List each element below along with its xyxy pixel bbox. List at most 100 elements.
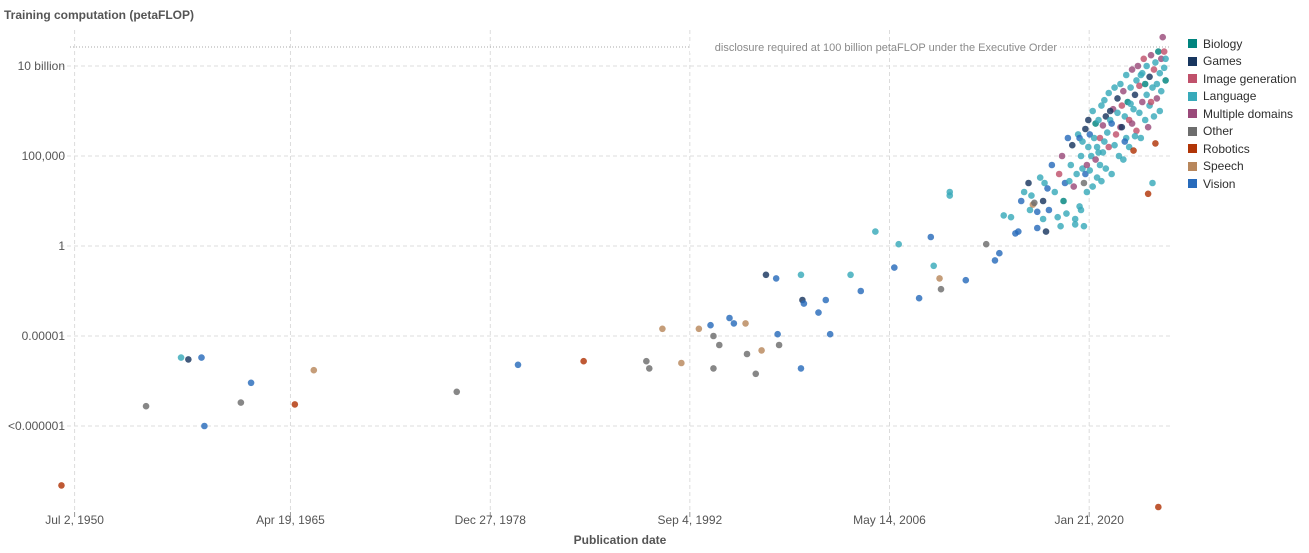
data-point xyxy=(1144,123,1152,131)
legend: Biology Games Image generation Language Mult… xyxy=(1188,35,1296,193)
data-point xyxy=(1111,141,1118,149)
data-point xyxy=(1086,131,1094,138)
legend-item[interactable]: Image generation xyxy=(1188,70,1296,88)
legend-swatch xyxy=(1188,39,1197,49)
data-point xyxy=(1067,161,1075,169)
data-point xyxy=(1140,55,1148,63)
data-point xyxy=(1143,91,1150,99)
data-point xyxy=(1127,84,1134,91)
data-point xyxy=(1025,179,1032,187)
data-point xyxy=(1042,228,1050,235)
x-tick-label: Jul 2, 1950 xyxy=(45,513,104,527)
legend-swatch xyxy=(1188,74,1197,84)
data-point xyxy=(895,240,902,248)
data-point xyxy=(1031,199,1038,207)
data-point xyxy=(695,325,703,333)
data-point xyxy=(1071,221,1079,228)
y-tick-label: <0.000001 xyxy=(8,419,65,433)
chart-title: Training computation (petaFLOP) xyxy=(4,8,194,22)
data-point xyxy=(1089,107,1096,115)
data-point xyxy=(1141,116,1149,124)
y-axis-ticks: 10 billion 100,000 1 0.00001 <0.000001 xyxy=(8,59,65,433)
data-point xyxy=(1041,179,1048,187)
x-tick-label: Dec 27, 1978 xyxy=(455,513,527,527)
data-point xyxy=(1073,170,1080,178)
legend-item[interactable]: Language xyxy=(1188,88,1296,106)
data-point xyxy=(1086,167,1094,174)
data-point xyxy=(1136,82,1143,90)
data-point xyxy=(453,388,461,396)
data-point xyxy=(1118,102,1126,109)
data-point xyxy=(1063,210,1070,217)
data-point xyxy=(930,262,938,270)
data-point xyxy=(1122,71,1130,79)
legend-item[interactable]: Multiple domains xyxy=(1188,105,1296,123)
data-point xyxy=(58,482,65,489)
legend-item[interactable]: Speech xyxy=(1188,158,1296,176)
legend-label: Language xyxy=(1203,89,1257,104)
data-point xyxy=(1162,77,1169,84)
x-tick-label: May 14, 2006 xyxy=(853,513,926,527)
legend-item[interactable]: Biology xyxy=(1188,35,1296,53)
data-points xyxy=(58,33,1169,511)
legend-item[interactable]: Games xyxy=(1188,53,1296,71)
legend-label: Vision xyxy=(1203,176,1236,191)
data-point xyxy=(1077,152,1085,160)
data-point xyxy=(1156,69,1164,77)
legend-item[interactable]: Vision xyxy=(1188,175,1296,193)
legend-label: Biology xyxy=(1203,36,1243,51)
data-point xyxy=(1149,179,1156,187)
x-tick-label: Sep 4, 1992 xyxy=(657,513,722,527)
legend-item[interactable]: Robotics xyxy=(1188,140,1296,158)
data-point xyxy=(247,379,255,387)
data-point xyxy=(937,285,945,293)
data-point xyxy=(1015,228,1022,235)
data-point xyxy=(982,240,990,248)
data-point xyxy=(1105,89,1113,97)
data-point xyxy=(1108,170,1115,178)
data-point xyxy=(514,361,522,369)
data-point xyxy=(743,350,751,358)
data-point xyxy=(1089,183,1096,190)
reference-line-group: disclosure required at 100 billion petaF… xyxy=(70,41,1170,54)
data-point xyxy=(1085,116,1092,124)
data-point xyxy=(822,296,830,304)
x-tick-label: Jan 21, 2020 xyxy=(1054,513,1124,527)
legend-swatch xyxy=(1188,126,1197,136)
legend-item[interactable]: Other xyxy=(1188,123,1296,141)
data-point xyxy=(1153,80,1161,88)
data-point xyxy=(1131,132,1139,140)
data-point xyxy=(710,365,717,372)
data-point xyxy=(1033,208,1041,216)
data-point xyxy=(1118,123,1126,131)
data-point xyxy=(645,365,653,372)
data-point xyxy=(775,341,783,349)
y-tick-label: 1 xyxy=(58,239,65,253)
data-point xyxy=(758,347,765,354)
legend-swatch xyxy=(1188,144,1197,154)
data-point xyxy=(1082,170,1089,178)
data-point xyxy=(726,314,733,322)
data-point xyxy=(1130,105,1137,113)
data-point xyxy=(1153,95,1161,102)
data-point xyxy=(1068,141,1076,149)
data-point xyxy=(1102,113,1110,120)
data-point xyxy=(1137,71,1145,79)
data-point xyxy=(797,271,805,279)
legend-label: Speech xyxy=(1203,159,1244,174)
y-tick-label: 10 billion xyxy=(18,59,65,73)
data-point xyxy=(1117,80,1124,88)
data-point xyxy=(1120,87,1127,95)
data-point xyxy=(1114,95,1121,102)
legend-swatch xyxy=(1188,91,1197,101)
data-point xyxy=(730,320,738,327)
data-point xyxy=(1000,212,1008,219)
data-point xyxy=(1141,80,1149,88)
data-point xyxy=(1054,213,1061,221)
data-point xyxy=(1144,190,1152,198)
data-point xyxy=(1150,66,1158,73)
data-point xyxy=(772,275,780,282)
legend-swatch xyxy=(1188,179,1197,189)
data-point xyxy=(847,271,854,279)
